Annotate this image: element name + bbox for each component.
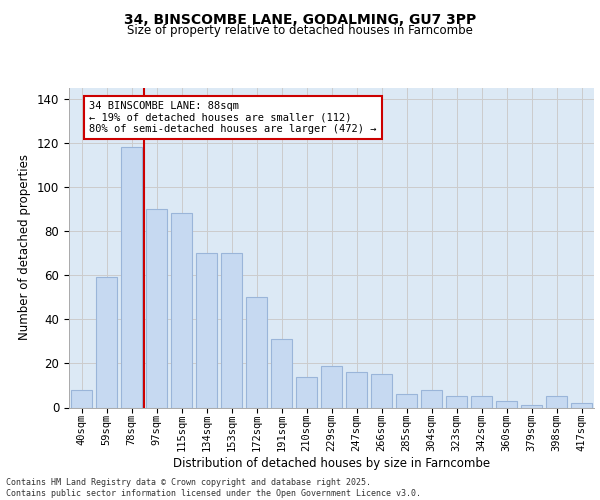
Bar bbox=[246, 297, 267, 408]
Bar bbox=[121, 147, 142, 407]
Bar bbox=[496, 401, 517, 407]
Bar bbox=[71, 390, 92, 407]
Text: Size of property relative to detached houses in Farncombe: Size of property relative to detached ho… bbox=[127, 24, 473, 37]
Bar bbox=[96, 278, 117, 407]
Bar bbox=[196, 253, 217, 408]
Bar bbox=[546, 396, 567, 407]
Bar bbox=[446, 396, 467, 407]
Bar bbox=[221, 253, 242, 408]
Bar bbox=[146, 209, 167, 408]
Text: Contains HM Land Registry data © Crown copyright and database right 2025.
Contai: Contains HM Land Registry data © Crown c… bbox=[6, 478, 421, 498]
Bar bbox=[371, 374, 392, 408]
Bar bbox=[521, 406, 542, 407]
Bar bbox=[271, 339, 292, 407]
Text: 34 BINSCOMBE LANE: 88sqm
← 19% of detached houses are smaller (112)
80% of semi-: 34 BINSCOMBE LANE: 88sqm ← 19% of detach… bbox=[89, 100, 377, 134]
Bar bbox=[571, 403, 592, 407]
Bar bbox=[396, 394, 417, 407]
Bar bbox=[346, 372, 367, 408]
Text: 34, BINSCOMBE LANE, GODALMING, GU7 3PP: 34, BINSCOMBE LANE, GODALMING, GU7 3PP bbox=[124, 12, 476, 26]
Bar bbox=[171, 214, 192, 408]
Bar bbox=[321, 366, 342, 408]
Y-axis label: Number of detached properties: Number of detached properties bbox=[19, 154, 31, 340]
Bar bbox=[471, 396, 492, 407]
Bar bbox=[296, 376, 317, 408]
X-axis label: Distribution of detached houses by size in Farncombe: Distribution of detached houses by size … bbox=[173, 457, 490, 470]
Bar bbox=[421, 390, 442, 407]
